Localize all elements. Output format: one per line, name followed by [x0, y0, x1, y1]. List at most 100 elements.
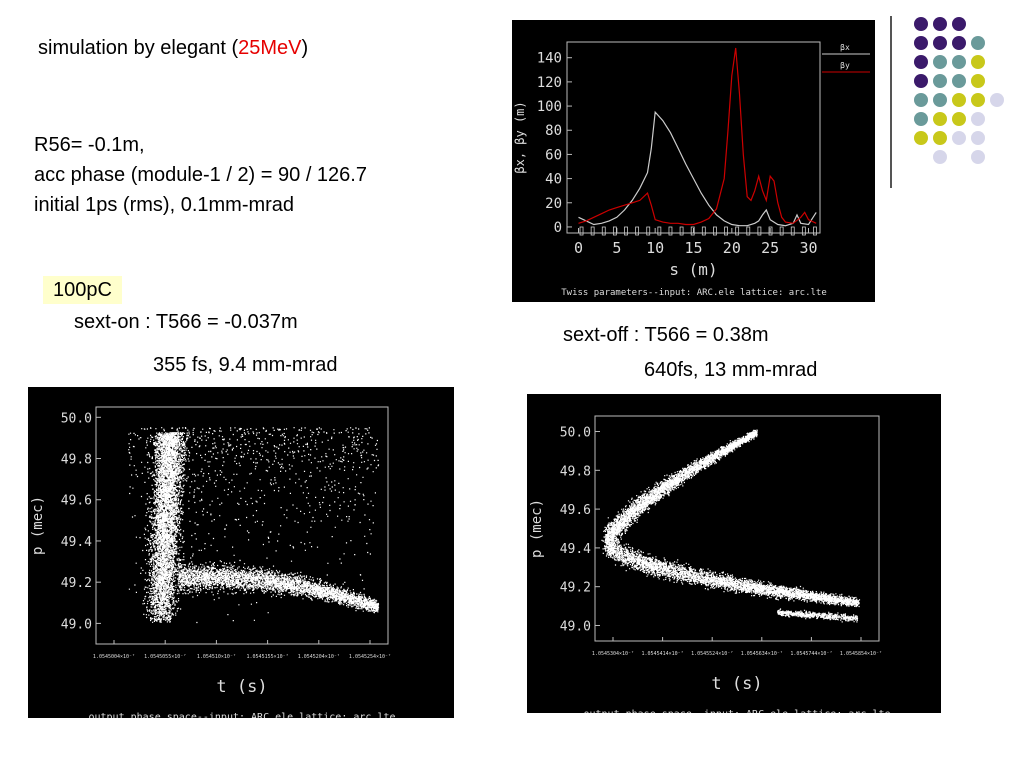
- title-energy: 25MeV: [238, 37, 302, 59]
- ps-sext-on-x-tick-label: 1.054510×10⁻⁷: [197, 654, 236, 660]
- twiss-lattice-element: [690, 226, 695, 236]
- twiss-lattice-element: [624, 226, 628, 236]
- twiss-x-axis-label: s (m): [669, 260, 717, 279]
- twiss-lattice-element: [757, 226, 762, 236]
- decorative-dot: [971, 131, 985, 145]
- decorative-dot: [933, 131, 947, 145]
- twiss-x-tick-label: 25: [761, 239, 779, 257]
- decorative-dot-grid: [900, 14, 1016, 164]
- twiss-x-tick-label: 0: [574, 239, 583, 257]
- decorative-dot: [952, 74, 966, 88]
- phase-space-sext-on-panel: 49.0 49.2 49.4 49.6 49.8 50.0 1.0545004×10⁻⁷ 1.…: [28, 387, 454, 718]
- ps-sext-off-y-tick-label: 49.0: [560, 619, 591, 634]
- decorative-dot: [914, 93, 928, 107]
- ps-sext-on-x-axis-label: t (s): [216, 677, 267, 697]
- twiss-plot-frame: [566, 41, 821, 234]
- twiss-x-tick-label: 5: [612, 239, 621, 257]
- twiss-lattice-element: [746, 226, 751, 236]
- ps-sext-off-x-tick-label: 1.0545634×10⁻⁷: [741, 651, 783, 657]
- decorative-dot: [914, 36, 928, 50]
- twiss-lattice-element: [668, 226, 673, 236]
- twiss-lattice-element: [612, 226, 617, 236]
- twiss-lattice-element: [790, 226, 795, 236]
- decorative-dot: [952, 55, 966, 69]
- twiss-lattice-element: [768, 226, 773, 236]
- phase-space-sext-on-plot: 49.0 49.2 49.4 49.6 49.8 50.0 1.0545004×10⁻⁷ 1.…: [30, 406, 396, 718]
- decorative-dot: [990, 93, 1004, 107]
- twiss-series-beta-x: [578, 110, 817, 227]
- twiss-lattice-element: [724, 226, 728, 236]
- ps-sext-off-y-tick-label: 49.2: [560, 581, 591, 596]
- title-prefix: simulation by elegant (: [38, 37, 239, 59]
- ps-sext-on-y-tick-label: 49.0: [61, 617, 92, 632]
- decorative-dot: [933, 55, 947, 69]
- sext-off-result: 640fs, 13 mm-mrad: [644, 359, 818, 381]
- decorative-dot: [933, 112, 947, 126]
- decorative-dot: [914, 74, 928, 88]
- twiss-y-tick-label: 80: [545, 123, 562, 139]
- twiss-plot: 0 20 40 60 80 100 120 140 0 5 10 15 20 25 30 βx βy s (m) β…: [513, 41, 870, 298]
- decorative-dot: [933, 150, 947, 164]
- ps-sext-off-caption: output phase space--input: ARC.ele latti…: [583, 709, 890, 713]
- decorative-dot: [914, 17, 928, 31]
- twiss-y-tick-label: 100: [537, 99, 562, 115]
- sext-on-label: sext-on : T566 = -0.037m: [74, 311, 298, 333]
- twiss-caption: Twiss parameters--input: ARC.ele lattice…: [561, 288, 827, 298]
- ps-sext-off-frame: [594, 415, 880, 642]
- decorative-dot: [971, 36, 985, 50]
- ps-sext-on-y-tick-label: 49.4: [61, 535, 92, 550]
- ps-sext-on-x-tick-label: 1.0545004×10⁻⁷: [93, 654, 135, 660]
- ps-sext-off-y-tick-label: 49.4: [560, 542, 591, 557]
- decorative-dot: [933, 93, 947, 107]
- ps-sext-on-frame: [95, 406, 389, 645]
- twiss-y-tick-label: 140: [537, 51, 562, 67]
- decorative-dot: [914, 112, 928, 126]
- ps-sext-on-x-tick-label: 1.0545204×10⁻⁷: [298, 654, 340, 660]
- ps-sext-on-y-tick-label: 49.6: [61, 494, 92, 509]
- decorative-dot: [952, 17, 966, 31]
- ps-sext-off-y-tick-label: 50.0: [560, 426, 591, 441]
- ps-sext-off-x-axis-label: t (s): [711, 674, 762, 694]
- twiss-lattice-element: [679, 226, 684, 236]
- twiss-lattice-element: [579, 226, 584, 236]
- decorative-dot: [971, 74, 985, 88]
- twiss-lattice-element: [779, 226, 784, 236]
- ps-sext-off-x-tick-label: 1.0545744×10⁻⁷: [790, 651, 832, 657]
- sext-off-label: sext-off : T566 = 0.38m: [563, 324, 769, 346]
- ps-sext-on-x-tick-label: 1.0545055×10⁻⁷: [144, 654, 186, 660]
- decorative-dot: [971, 112, 985, 126]
- twiss-lattice-element: [813, 226, 817, 236]
- twiss-lattice-element: [657, 226, 662, 236]
- sext-on-result: 355 fs, 9.4 mm-mrad: [153, 354, 338, 376]
- decorative-dot: [914, 131, 928, 145]
- twiss-x-tick-label: 10: [646, 239, 664, 257]
- ps-sext-off-y-tick-label: 49.8: [560, 464, 591, 479]
- charge-label: 100pC: [43, 276, 122, 304]
- twiss-lattice-element: [701, 226, 706, 236]
- twiss-series-beta-y: [578, 47, 817, 226]
- twiss-y-tick-label: 20: [545, 196, 562, 212]
- ps-sext-on-particles: [128, 427, 380, 624]
- twiss-y-axis-label: βx, βy (m): [513, 101, 527, 173]
- twiss-plot-panel: 0 20 40 60 80 100 120 140 0 5 10 15 20 25 30 βx βy s (m) β…: [512, 20, 875, 302]
- twiss-x-tick-label: 20: [723, 239, 741, 257]
- ps-sext-on-x-tick-label: 1.0545254×10⁻⁷: [349, 654, 391, 660]
- ps-sext-on-y-tick-label: 49.2: [61, 576, 92, 591]
- decorative-dot: [952, 131, 966, 145]
- decorative-dot: [914, 55, 928, 69]
- twiss-x-tick-label: 15: [684, 239, 702, 257]
- param-acc-phase: acc phase (module-1 / 2) = 90 / 126.7: [34, 164, 367, 186]
- twiss-legend-label: βy: [840, 61, 850, 70]
- decorative-dot: [933, 74, 947, 88]
- twiss-lattice-element: [590, 226, 595, 236]
- ps-sext-off-x-tick-label: 1.0545304×10⁻⁷: [592, 651, 634, 657]
- twiss-lattice-element: [735, 226, 740, 236]
- param-r56: R56= -0.1m,: [34, 134, 145, 156]
- phase-space-sext-off-plot: 49.0 49.2 49.4 49.6 49.8 50.0 1.0545304×10⁻⁷ 1.…: [529, 415, 891, 713]
- ps-sext-off-x-tick-label: 1.0545414×10⁻⁷: [642, 651, 684, 657]
- ps-sext-on-caption: output phase space--input: ARC.ele latti…: [88, 712, 395, 718]
- ps-sext-off-x-tick-label: 1.0545524×10⁻⁷: [691, 651, 733, 657]
- twiss-legend-label: βx: [840, 43, 850, 52]
- param-initial: initial 1ps (rms), 0.1mm-mrad: [34, 194, 295, 216]
- twiss-lattice-element: [646, 226, 651, 236]
